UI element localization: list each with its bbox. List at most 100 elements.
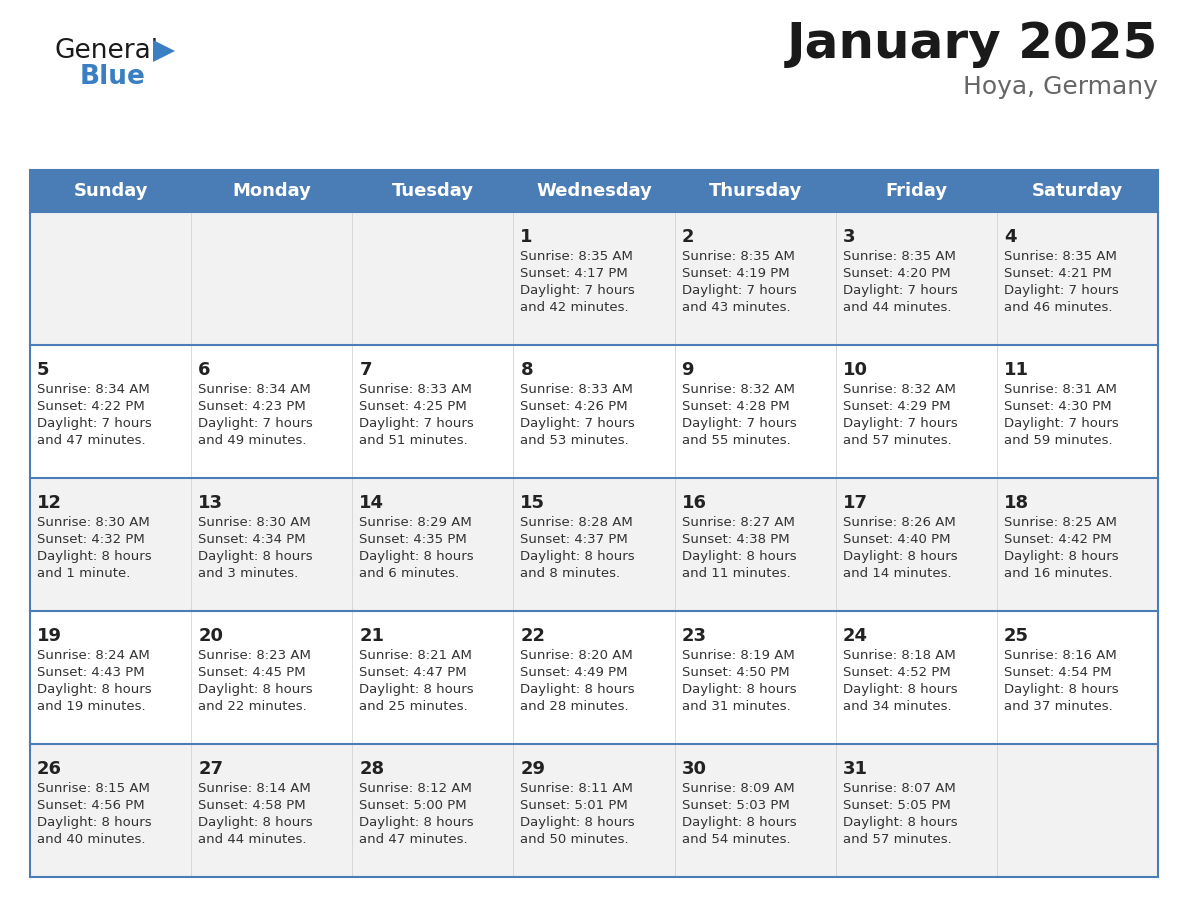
Text: 29: 29 bbox=[520, 760, 545, 778]
Text: 13: 13 bbox=[198, 494, 223, 512]
Text: and 44 minutes.: and 44 minutes. bbox=[842, 301, 952, 314]
Text: Sunrise: 8:15 AM: Sunrise: 8:15 AM bbox=[37, 782, 150, 795]
Text: Sunset: 5:01 PM: Sunset: 5:01 PM bbox=[520, 799, 628, 812]
Bar bbox=[30, 744, 1158, 877]
Bar bbox=[30, 212, 1158, 345]
Text: Sunset: 4:17 PM: Sunset: 4:17 PM bbox=[520, 267, 628, 280]
Text: Daylight: 8 hours: Daylight: 8 hours bbox=[198, 683, 312, 696]
Text: 15: 15 bbox=[520, 494, 545, 512]
Text: Sunset: 4:26 PM: Sunset: 4:26 PM bbox=[520, 400, 628, 413]
Text: 18: 18 bbox=[1004, 494, 1029, 512]
Text: 11: 11 bbox=[1004, 361, 1029, 379]
Text: Sunset: 4:38 PM: Sunset: 4:38 PM bbox=[682, 533, 789, 546]
Text: Daylight: 7 hours: Daylight: 7 hours bbox=[1004, 417, 1119, 430]
Text: and 43 minutes.: and 43 minutes. bbox=[682, 301, 790, 314]
Text: Sunrise: 8:33 AM: Sunrise: 8:33 AM bbox=[359, 383, 472, 396]
Bar bbox=[30, 170, 191, 212]
Text: Blue: Blue bbox=[80, 64, 146, 90]
Text: Daylight: 7 hours: Daylight: 7 hours bbox=[682, 284, 796, 297]
Text: Sunset: 4:22 PM: Sunset: 4:22 PM bbox=[37, 400, 145, 413]
Text: 17: 17 bbox=[842, 494, 867, 512]
Text: and 59 minutes.: and 59 minutes. bbox=[1004, 434, 1112, 447]
Text: Sunset: 4:35 PM: Sunset: 4:35 PM bbox=[359, 533, 467, 546]
Text: and 51 minutes.: and 51 minutes. bbox=[359, 434, 468, 447]
Text: Sunrise: 8:30 AM: Sunrise: 8:30 AM bbox=[198, 516, 311, 529]
Text: Sunrise: 8:29 AM: Sunrise: 8:29 AM bbox=[359, 516, 472, 529]
Text: Sunset: 4:43 PM: Sunset: 4:43 PM bbox=[37, 666, 145, 679]
Text: Sunrise: 8:09 AM: Sunrise: 8:09 AM bbox=[682, 782, 795, 795]
Text: Sunrise: 8:24 AM: Sunrise: 8:24 AM bbox=[37, 649, 150, 662]
Text: and 6 minutes.: and 6 minutes. bbox=[359, 567, 460, 580]
Text: Sunset: 4:30 PM: Sunset: 4:30 PM bbox=[1004, 400, 1112, 413]
Bar bbox=[30, 478, 1158, 611]
Text: 7: 7 bbox=[359, 361, 372, 379]
Text: Sunrise: 8:14 AM: Sunrise: 8:14 AM bbox=[198, 782, 311, 795]
Text: 26: 26 bbox=[37, 760, 62, 778]
Text: Daylight: 8 hours: Daylight: 8 hours bbox=[682, 816, 796, 829]
Text: 14: 14 bbox=[359, 494, 384, 512]
Text: and 28 minutes.: and 28 minutes. bbox=[520, 700, 630, 713]
Bar bbox=[513, 170, 675, 212]
Text: Saturday: Saturday bbox=[1032, 182, 1123, 200]
Text: Sunset: 4:40 PM: Sunset: 4:40 PM bbox=[842, 533, 950, 546]
Text: Daylight: 7 hours: Daylight: 7 hours bbox=[1004, 284, 1119, 297]
Text: 1: 1 bbox=[520, 228, 533, 246]
Text: Daylight: 8 hours: Daylight: 8 hours bbox=[520, 550, 636, 563]
Text: Tuesday: Tuesday bbox=[392, 182, 474, 200]
Text: Sunset: 4:29 PM: Sunset: 4:29 PM bbox=[842, 400, 950, 413]
Text: and 42 minutes.: and 42 minutes. bbox=[520, 301, 630, 314]
Text: Wednesday: Wednesday bbox=[536, 182, 652, 200]
Text: Sunrise: 8:35 AM: Sunrise: 8:35 AM bbox=[520, 250, 633, 263]
Bar bbox=[675, 170, 835, 212]
Text: Daylight: 8 hours: Daylight: 8 hours bbox=[37, 683, 152, 696]
Text: Daylight: 8 hours: Daylight: 8 hours bbox=[842, 683, 958, 696]
Text: Sunrise: 8:07 AM: Sunrise: 8:07 AM bbox=[842, 782, 955, 795]
Text: General: General bbox=[55, 38, 159, 64]
Text: and 8 minutes.: and 8 minutes. bbox=[520, 567, 620, 580]
Text: 2: 2 bbox=[682, 228, 694, 246]
Text: 25: 25 bbox=[1004, 627, 1029, 645]
Text: Sunrise: 8:20 AM: Sunrise: 8:20 AM bbox=[520, 649, 633, 662]
Text: Daylight: 8 hours: Daylight: 8 hours bbox=[198, 550, 312, 563]
Text: Daylight: 8 hours: Daylight: 8 hours bbox=[198, 816, 312, 829]
Text: and 16 minutes.: and 16 minutes. bbox=[1004, 567, 1112, 580]
Text: Sunrise: 8:21 AM: Sunrise: 8:21 AM bbox=[359, 649, 472, 662]
Text: 8: 8 bbox=[520, 361, 533, 379]
Text: Sunset: 4:21 PM: Sunset: 4:21 PM bbox=[1004, 267, 1112, 280]
Text: Sunrise: 8:33 AM: Sunrise: 8:33 AM bbox=[520, 383, 633, 396]
Text: 31: 31 bbox=[842, 760, 867, 778]
Text: Daylight: 8 hours: Daylight: 8 hours bbox=[359, 816, 474, 829]
Text: Daylight: 8 hours: Daylight: 8 hours bbox=[1004, 683, 1118, 696]
Text: Sunset: 5:00 PM: Sunset: 5:00 PM bbox=[359, 799, 467, 812]
Text: Daylight: 7 hours: Daylight: 7 hours bbox=[198, 417, 312, 430]
Text: Sunday: Sunday bbox=[74, 182, 147, 200]
Text: Sunset: 4:42 PM: Sunset: 4:42 PM bbox=[1004, 533, 1112, 546]
Text: 30: 30 bbox=[682, 760, 707, 778]
Text: and 22 minutes.: and 22 minutes. bbox=[198, 700, 307, 713]
Text: 6: 6 bbox=[198, 361, 210, 379]
Text: Sunset: 4:25 PM: Sunset: 4:25 PM bbox=[359, 400, 467, 413]
Text: Daylight: 7 hours: Daylight: 7 hours bbox=[682, 417, 796, 430]
Text: Sunset: 4:23 PM: Sunset: 4:23 PM bbox=[198, 400, 305, 413]
Text: Sunrise: 8:35 AM: Sunrise: 8:35 AM bbox=[842, 250, 955, 263]
Text: Sunrise: 8:18 AM: Sunrise: 8:18 AM bbox=[842, 649, 955, 662]
Text: Sunrise: 8:31 AM: Sunrise: 8:31 AM bbox=[1004, 383, 1117, 396]
Text: Sunset: 4:54 PM: Sunset: 4:54 PM bbox=[1004, 666, 1112, 679]
Text: and 53 minutes.: and 53 minutes. bbox=[520, 434, 630, 447]
Text: Daylight: 8 hours: Daylight: 8 hours bbox=[842, 816, 958, 829]
Text: and 14 minutes.: and 14 minutes. bbox=[842, 567, 952, 580]
Text: Sunset: 5:05 PM: Sunset: 5:05 PM bbox=[842, 799, 950, 812]
Text: and 37 minutes.: and 37 minutes. bbox=[1004, 700, 1113, 713]
Text: 27: 27 bbox=[198, 760, 223, 778]
Text: Thursday: Thursday bbox=[708, 182, 802, 200]
Text: and 44 minutes.: and 44 minutes. bbox=[198, 833, 307, 846]
Bar bbox=[30, 345, 1158, 478]
Text: Sunset: 4:52 PM: Sunset: 4:52 PM bbox=[842, 666, 950, 679]
Text: and 25 minutes.: and 25 minutes. bbox=[359, 700, 468, 713]
Text: Sunrise: 8:27 AM: Sunrise: 8:27 AM bbox=[682, 516, 795, 529]
Text: Sunrise: 8:32 AM: Sunrise: 8:32 AM bbox=[682, 383, 795, 396]
Text: Sunset: 4:56 PM: Sunset: 4:56 PM bbox=[37, 799, 145, 812]
Text: Sunset: 4:47 PM: Sunset: 4:47 PM bbox=[359, 666, 467, 679]
Text: and 46 minutes.: and 46 minutes. bbox=[1004, 301, 1112, 314]
Text: Sunrise: 8:30 AM: Sunrise: 8:30 AM bbox=[37, 516, 150, 529]
